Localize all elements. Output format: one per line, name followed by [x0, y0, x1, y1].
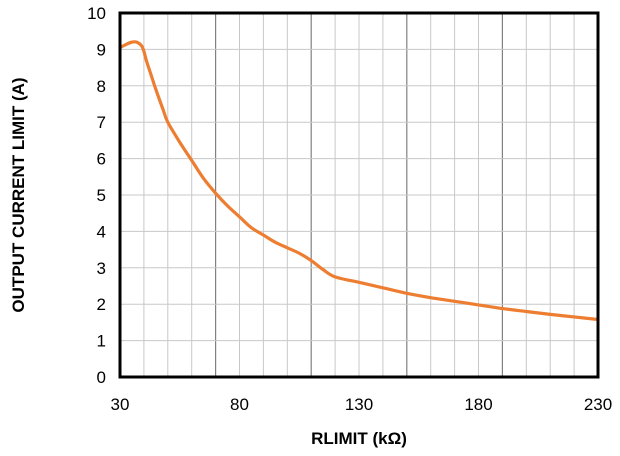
x-tick-label: 30 — [111, 395, 130, 414]
y-tick-label: 8 — [97, 77, 106, 96]
series-layer — [118, 40, 600, 322]
series-line — [118, 40, 600, 322]
y-tick-label: 7 — [97, 113, 106, 132]
x-tick-labels: 30 80 130 180 230 — [111, 395, 613, 414]
y-tick-label: 0 — [97, 368, 106, 387]
y-tick-label: 4 — [97, 222, 106, 241]
y-axis-title: OUTPUT CURRENT LIMIT (A) — [9, 77, 28, 312]
y-tick-label: 3 — [97, 259, 106, 278]
x-tick-label: 130 — [345, 395, 373, 414]
grid — [120, 13, 598, 377]
x-axis-title: RLIMIT (kΩ) — [311, 429, 407, 448]
x-tick-label: 80 — [230, 395, 249, 414]
plot-area-frame — [118, 11, 600, 379]
y-tick-label: 2 — [97, 295, 106, 314]
y-tick-label: 6 — [97, 150, 106, 169]
y-tick-labels: 0 1 2 3 4 5 6 7 8 9 10 — [87, 4, 106, 387]
y-tick-label: 5 — [97, 186, 106, 205]
y-tick-label: 1 — [97, 332, 106, 351]
x-tick-label: 180 — [464, 395, 492, 414]
x-tick-label: 230 — [584, 395, 612, 414]
y-tick-label: 10 — [87, 4, 106, 23]
y-tick-label: 9 — [97, 40, 106, 59]
